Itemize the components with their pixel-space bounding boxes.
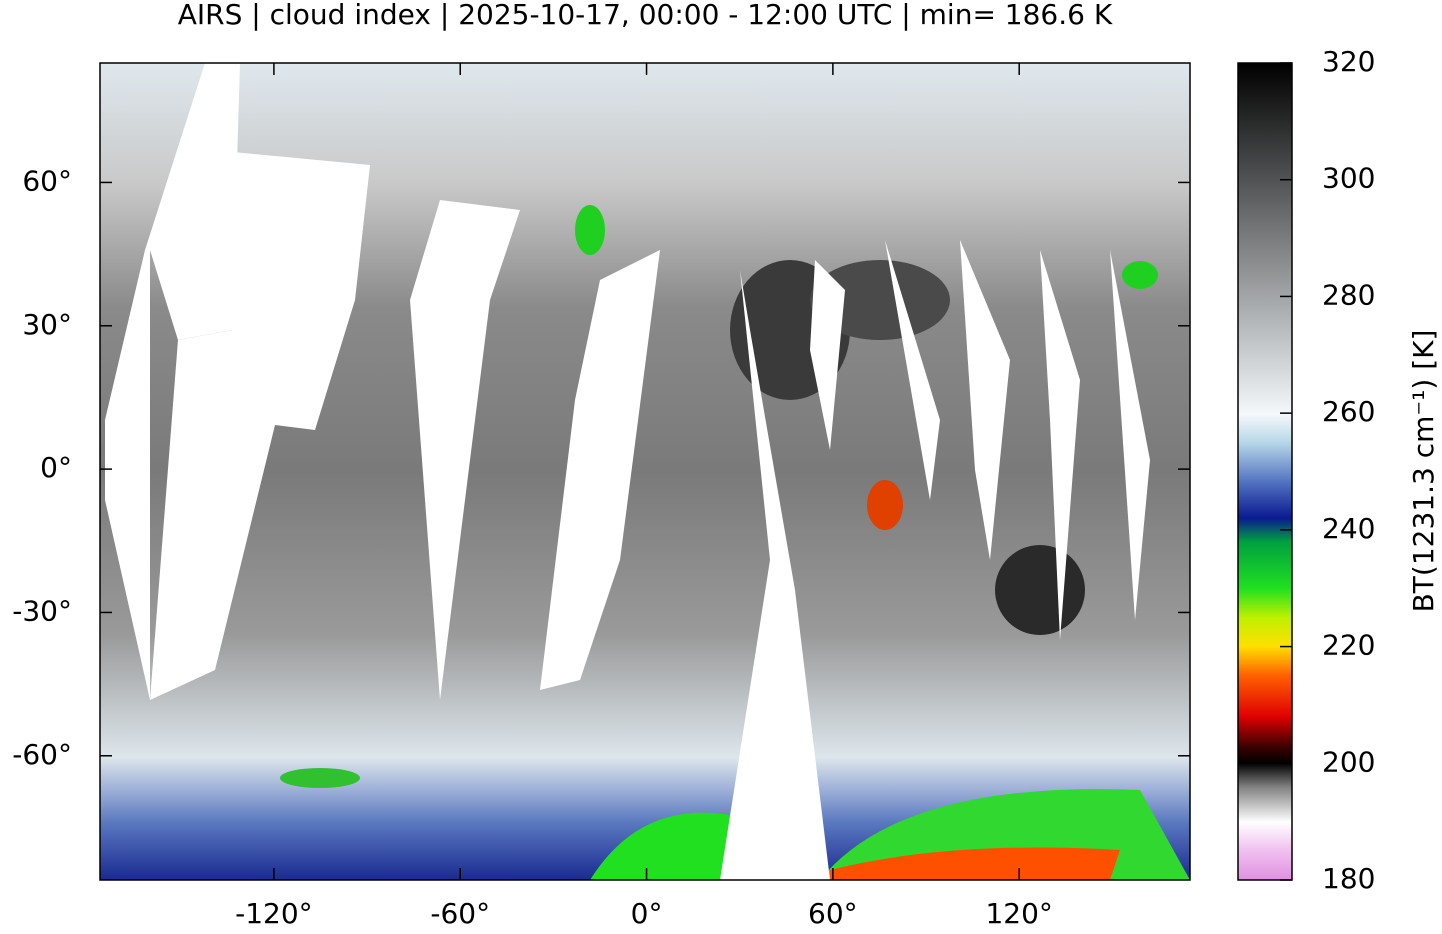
cold-cloud	[1122, 261, 1158, 289]
colorbar-tick-label: 240	[1322, 512, 1375, 545]
x-tick-label: 60°	[808, 897, 858, 930]
x-tick-label: 120°	[985, 897, 1052, 930]
x-tick-label: -60°	[430, 897, 490, 930]
colorbar	[1237, 62, 1293, 881]
cold-cloud	[590, 812, 740, 880]
x-tick-label: -120°	[235, 897, 313, 930]
cold-cloud	[830, 847, 1120, 880]
colorbar-tick-label: 300	[1322, 162, 1375, 195]
y-tick-label: 60°	[22, 164, 72, 197]
colorbar-label: BT(1231.3 cm⁻¹) [K]	[1407, 330, 1440, 613]
colorbar-tick-label: 280	[1322, 278, 1375, 311]
plot-frame	[99, 62, 1191, 881]
y-tick-label: 0°	[40, 451, 72, 484]
colorbar-tick-label: 220	[1322, 629, 1375, 662]
cold-cloud	[575, 205, 605, 255]
chart-title: AIRS | cloud index | 2025-10-17, 00:00 -…	[178, 0, 1113, 31]
x-tick-label: 0°	[631, 897, 663, 930]
colorbar-tick-label: 200	[1322, 745, 1375, 778]
dark-region	[995, 545, 1085, 635]
y-tick-label: -60°	[12, 738, 72, 771]
cold-cloud	[867, 480, 903, 530]
colorbar-tick-label: 260	[1322, 395, 1375, 428]
dark-region	[810, 260, 950, 340]
y-tick-label: 30°	[22, 308, 72, 341]
y-tick-label: -30°	[12, 594, 72, 627]
data-gap	[105, 63, 1150, 880]
colorbar-tick-label: 180	[1322, 862, 1375, 895]
map-image	[100, 63, 1190, 880]
colorbar-tick-label: 320	[1322, 45, 1375, 78]
cold-cloud	[280, 768, 360, 788]
